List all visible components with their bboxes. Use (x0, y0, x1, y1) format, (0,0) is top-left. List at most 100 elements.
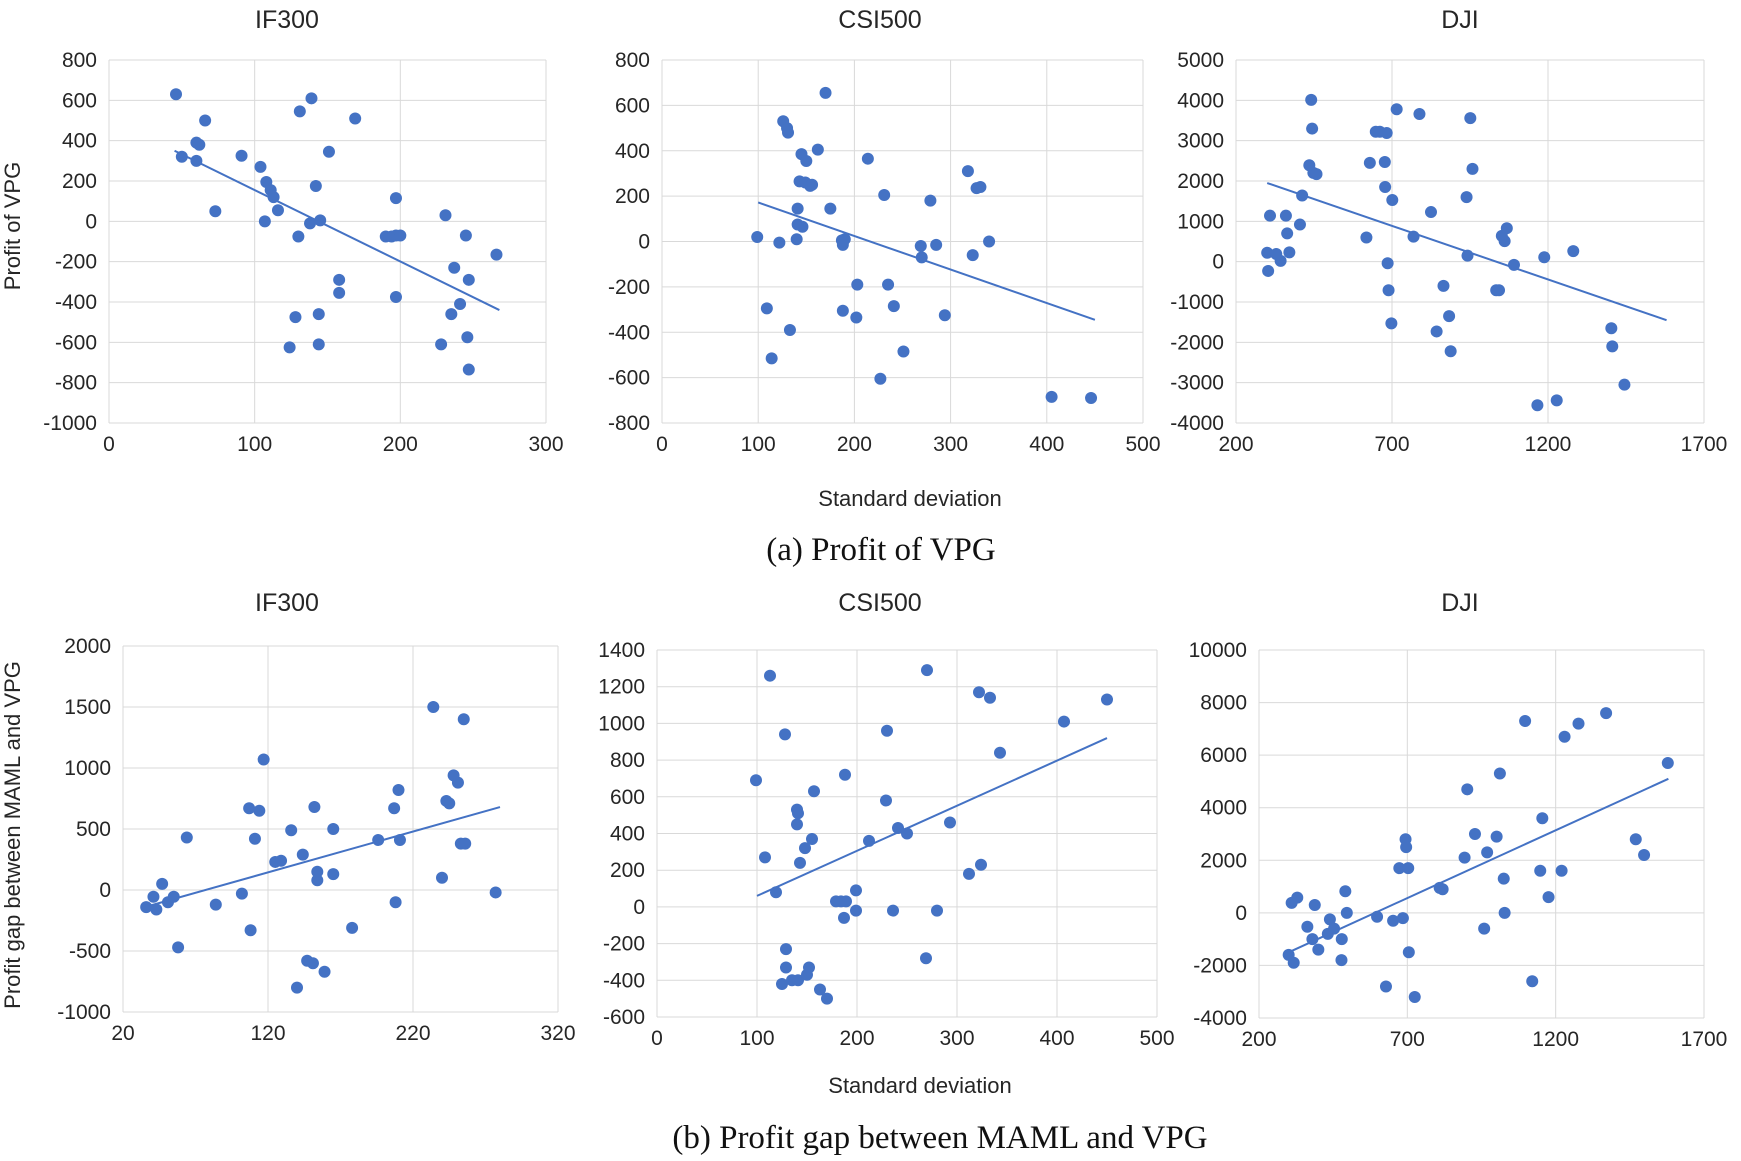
x-tick-label: 0 (103, 433, 115, 456)
data-point (1460, 191, 1473, 204)
data-point (1461, 249, 1474, 262)
data-point (1101, 693, 1113, 706)
data-point (824, 202, 837, 215)
data-point (881, 724, 893, 737)
data-point (1382, 284, 1395, 297)
data-point (938, 309, 951, 322)
data-point (1291, 891, 1304, 904)
data-point (975, 858, 987, 871)
data-point (439, 209, 452, 222)
data-point (1461, 783, 1474, 796)
data-point (974, 181, 987, 194)
y-axis-label-a: Profit of VPG (0, 162, 25, 290)
data-point (783, 323, 796, 336)
data-point (796, 220, 809, 233)
data-point (764, 669, 776, 682)
data-point (1437, 279, 1450, 292)
data-point (1283, 246, 1296, 259)
y-tick-label: 1000 (598, 712, 645, 735)
y-tick-label: -1000 (43, 412, 97, 435)
data-point (1360, 231, 1373, 244)
data-point (799, 842, 811, 855)
data-point (253, 804, 266, 817)
data-point (1378, 156, 1391, 169)
y-tick-label: -600 (603, 1006, 645, 1029)
data-point (304, 217, 317, 230)
data-point (836, 304, 849, 317)
data-point (190, 154, 203, 167)
data-point (780, 943, 792, 956)
data-point (887, 904, 899, 917)
data-point (1430, 325, 1443, 338)
data-point (1605, 322, 1618, 335)
trendline (757, 201, 1096, 321)
data-point (349, 112, 362, 125)
data-point (1335, 954, 1348, 967)
data-point (790, 233, 803, 246)
data-point (1536, 812, 1549, 825)
x-tick-label: 1700 (1681, 1028, 1728, 1051)
data-point (838, 233, 851, 246)
x-tick-label: 1200 (1525, 433, 1572, 456)
data-point (780, 961, 792, 974)
data-point (322, 145, 335, 158)
y-tick-label: -4000 (1193, 1007, 1247, 1030)
x-tick-label: 400 (1029, 433, 1064, 456)
data-point (389, 192, 402, 205)
data-point (311, 874, 324, 887)
x-tick-label: 120 (250, 1022, 285, 1045)
data-point (924, 194, 937, 207)
data-point (394, 229, 407, 242)
data-point (457, 713, 470, 726)
data-point (150, 903, 163, 916)
data-point (1312, 943, 1325, 956)
data-point (209, 898, 222, 911)
x-tick-label: 0 (651, 1027, 663, 1050)
data-point (292, 230, 305, 243)
chart-b2: 0 100 200 300 400 500 -600 -400 -200 0 200 400 600 80… (598, 589, 1174, 1050)
y-tick-label: -400 (608, 321, 650, 344)
data-point (306, 957, 319, 970)
data-point (1058, 715, 1070, 728)
data-point (821, 992, 833, 1005)
chart-a2: 0 100 200 300 400 500 -800 -600 -400 -200 0 200 400 6… (608, 6, 1161, 456)
data-point (1380, 127, 1393, 140)
data-point (944, 816, 956, 829)
data-point (1264, 209, 1277, 222)
x-tick-label: 700 (1374, 433, 1409, 456)
data-point (1400, 841, 1413, 854)
data-point (1385, 317, 1398, 330)
data-point (293, 105, 306, 118)
data-point (346, 921, 359, 934)
data-point (243, 802, 256, 815)
data-point (1534, 864, 1547, 877)
data-point (1305, 93, 1318, 106)
data-point (930, 238, 943, 251)
y-tick-label: 0 (633, 896, 645, 919)
data-point (1310, 168, 1323, 181)
data-point (850, 311, 863, 324)
data-point (1531, 399, 1544, 412)
data-point (312, 308, 325, 321)
data-point (459, 837, 472, 850)
data-point (811, 143, 824, 156)
y-axis-label-b: Profit gap between MAML and VPG (0, 661, 25, 1009)
chart-a1: 0 100 200 300 -1000 -800 -600 -400 -200 0 200 400 60… (43, 6, 563, 456)
data-point (1379, 980, 1392, 993)
data-point (1371, 910, 1384, 923)
y-tick-label: 2000 (1177, 170, 1224, 193)
data-point (314, 214, 327, 227)
data-point (1262, 264, 1275, 277)
trendline (148, 806, 501, 907)
data-point (1493, 767, 1506, 780)
data-point (193, 138, 206, 151)
data-point (285, 824, 298, 837)
data-point (839, 768, 851, 781)
data-point (880, 794, 892, 807)
y-tick-label: 0 (85, 210, 97, 233)
data-point (1443, 310, 1456, 323)
data-point (175, 150, 188, 163)
chart-title: DJI (1441, 589, 1479, 617)
data-point (921, 664, 933, 677)
x-tick-label: 400 (1039, 1027, 1074, 1050)
